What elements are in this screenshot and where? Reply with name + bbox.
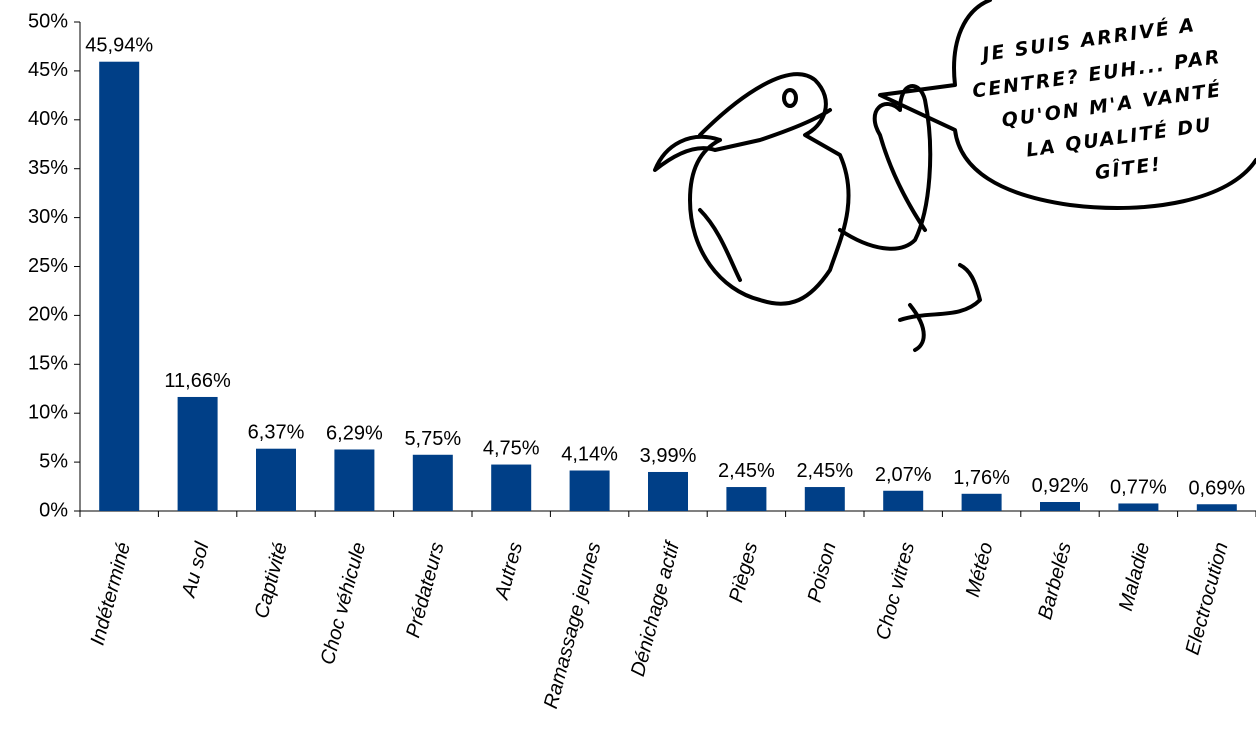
- value-label: 0,92%: [1032, 475, 1089, 497]
- value-label: 6,37%: [248, 422, 305, 444]
- bar: [726, 487, 767, 511]
- value-label: 45,94%: [85, 35, 153, 57]
- x-tick-label: Indéterminé: [87, 540, 136, 648]
- value-label: 2,07%: [875, 464, 932, 486]
- bar: [99, 61, 140, 512]
- value-label: 4,14%: [561, 444, 618, 466]
- value-label: 2,45%: [796, 460, 853, 482]
- value-label: 0,77%: [1110, 476, 1167, 498]
- x-tick-label: Prédateurs: [402, 540, 449, 640]
- y-tick-label: 0%: [39, 499, 68, 521]
- x-tick-label: Choc vitres: [872, 540, 919, 642]
- bar: [491, 464, 532, 511]
- value-label: 4,75%: [483, 438, 540, 460]
- y-tick-label: 40%: [28, 108, 68, 130]
- y-tick-label: 35%: [28, 157, 68, 179]
- value-label: 11,66%: [164, 370, 231, 392]
- x-tick-label: Ramassage jeunes: [540, 540, 606, 711]
- bar: [177, 396, 218, 511]
- bar: [961, 493, 1002, 511]
- bar: [1196, 504, 1237, 511]
- x-tick-label: Maladie: [1115, 540, 1154, 613]
- x-tick-label: Captivité: [251, 540, 292, 621]
- x-tick-label: Au sol: [178, 539, 214, 600]
- y-tick-label: 15%: [28, 353, 68, 375]
- bar: [334, 449, 375, 511]
- bar: [648, 471, 688, 511]
- x-tick-label: Choc véhicule: [317, 540, 371, 667]
- bar: [883, 490, 924, 511]
- value-label: 6,29%: [326, 422, 383, 444]
- y-tick-label: 20%: [28, 304, 68, 326]
- y-tick-label: 30%: [28, 206, 68, 228]
- value-label: 3,99%: [640, 445, 697, 467]
- value-label: 0,69%: [1188, 477, 1245, 499]
- x-tick-label: Electrocution: [1182, 540, 1233, 657]
- bar: [569, 470, 610, 511]
- bar: [804, 487, 845, 511]
- speech-bubble: [878, 0, 1256, 210]
- y-tick-label: 50%: [28, 10, 68, 32]
- y-tick-label: 10%: [28, 401, 68, 423]
- bar: [1118, 503, 1159, 511]
- y-tick-label: 25%: [28, 255, 68, 277]
- bird-body: [698, 84, 982, 352]
- y-tick-label: 5%: [39, 450, 68, 472]
- bar: [1040, 502, 1080, 511]
- bar: [412, 454, 453, 511]
- value-label: 2,45%: [718, 460, 775, 482]
- x-tick-label: Barbelés: [1034, 540, 1076, 622]
- value-label: 1,76%: [953, 467, 1010, 489]
- cartoon: JE SUIS ARRIVÉ A CENTRE? EUH... PAR QU'O…: [653, 0, 1256, 352]
- x-tick-label: Autres: [491, 540, 527, 603]
- annotation-line: GÎTE!: [1093, 152, 1163, 184]
- x-tick-label: Météo: [962, 540, 998, 599]
- bar: [256, 448, 296, 511]
- speech-text: JE SUIS ARRIVÉ A CENTRE? EUH... PAR QU'O…: [971, 13, 1223, 184]
- bird: [653, 72, 851, 306]
- x-tick-label: Pièges: [725, 540, 762, 605]
- x-tick-label: Dénichage actif: [627, 538, 685, 679]
- x-tick-label: Poison: [804, 540, 841, 605]
- y-tick-label: 45%: [28, 59, 68, 81]
- value-label: 5,75%: [404, 428, 461, 450]
